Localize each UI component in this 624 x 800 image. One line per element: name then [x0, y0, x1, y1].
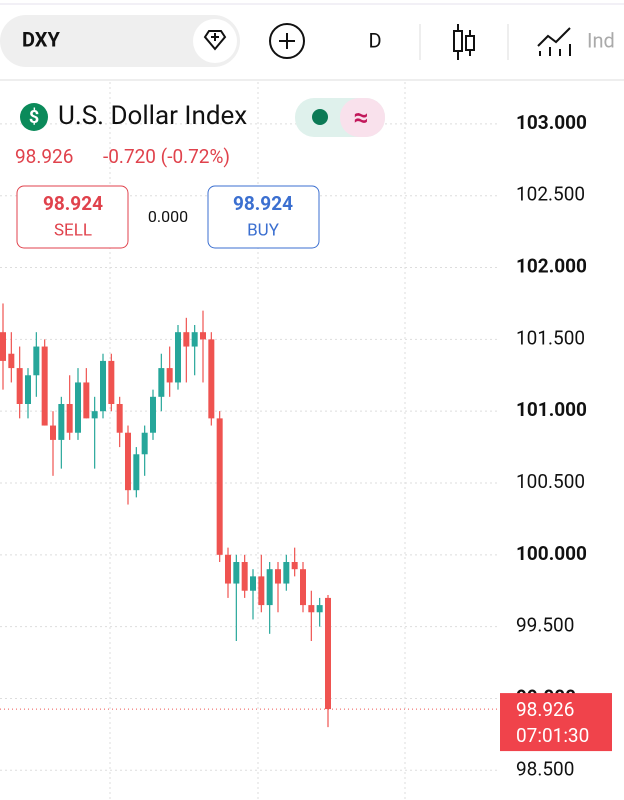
- y-tick-label: 101.000: [516, 398, 587, 421]
- price-badge: [500, 693, 612, 752]
- candle-body: [50, 425, 56, 440]
- interval[interactable]: D: [368, 28, 381, 52]
- y-tick-label: 102.000: [516, 255, 587, 278]
- candle-body: [250, 576, 256, 591]
- candle-body: [291, 562, 298, 570]
- candle-body: [91, 411, 98, 419]
- candle-body: [325, 597, 331, 710]
- candle-body: [100, 360, 106, 412]
- alert-icon: [203, 30, 227, 51]
- price-badge-value: 98.926: [516, 698, 574, 721]
- candle-body: [158, 368, 165, 397]
- sell-label: SELL: [54, 220, 92, 240]
- sell-button[interactable]: [16, 185, 129, 249]
- y-tick-label: 100.000: [516, 542, 587, 565]
- sell-price: 98.924: [43, 192, 103, 215]
- candle-body: [266, 569, 273, 606]
- candle-icon-body: [453, 30, 463, 52]
- currency-icon-glyph: $: [29, 107, 39, 128]
- candle-body: [16, 368, 23, 404]
- y-tick-label: 99.500: [516, 614, 574, 637]
- candle-body: [208, 339, 215, 419]
- candle-body: [58, 404, 65, 440]
- indicator-icon[interactable]: [537, 27, 571, 56]
- candle-body: [300, 569, 306, 606]
- spread: 0.000: [148, 207, 188, 226]
- candle-body: [133, 454, 140, 491]
- candle-body: [308, 605, 315, 613]
- candle-body: [316, 605, 323, 613]
- candle-body: [141, 432, 148, 455]
- status-pill-right: [340, 98, 385, 137]
- candle-body: [183, 332, 190, 347]
- candle-body: [83, 382, 90, 419]
- market-open-dot: [312, 109, 328, 125]
- buy-button[interactable]: [207, 185, 320, 249]
- delayed-icon: ≈: [353, 103, 368, 133]
- price-change: -0.720 (-0.72%): [103, 145, 230, 168]
- candle-body: [8, 353, 15, 369]
- candle-body: [66, 404, 73, 433]
- candle-body: [108, 360, 115, 404]
- y-tick-label: 101.500: [516, 326, 585, 349]
- candle-body: [200, 332, 206, 340]
- y-tick-label: 100.500: [516, 470, 585, 493]
- add-icon: [279, 33, 295, 49]
- y-tick-label: 98.500: [516, 757, 574, 780]
- candle-body: [175, 332, 181, 383]
- symbol[interactable]: DXY: [22, 27, 60, 51]
- candle-body: [275, 569, 281, 584]
- y-tick-label: 102.500: [516, 183, 585, 206]
- candle-body: [116, 404, 123, 433]
- candle-body: [241, 562, 248, 591]
- chart-area: 98.50099.00099.500100.000100.500101.0001…: [0, 82, 612, 800]
- candle-body: [216, 418, 223, 555]
- candle-body: [258, 576, 265, 606]
- price-badge-countdown: 07:01:30: [516, 724, 589, 747]
- candle-body: [191, 332, 198, 347]
- candle-body: [33, 346, 40, 376]
- candle-icon-body: [465, 35, 475, 51]
- candle-body: [166, 368, 173, 383]
- last-price: 98.926: [15, 145, 73, 168]
- candle-body: [25, 375, 31, 404]
- indicators[interactable]: Ind: [587, 28, 615, 52]
- add-button[interactable]: [269, 23, 305, 59]
- search-pill[interactable]: [0, 15, 240, 67]
- buy-price: 98.924: [233, 192, 293, 215]
- candle-body: [125, 432, 131, 491]
- candle-body: [225, 554, 231, 584]
- candle-body: [41, 346, 48, 426]
- candle-body: [75, 382, 81, 433]
- candle-body: [283, 562, 290, 584]
- instrument-name: U.S. Dollar Index: [58, 101, 247, 131]
- candle-body: [150, 396, 156, 433]
- buy-label: BUY: [247, 220, 280, 240]
- candle-body: [233, 562, 240, 584]
- candle-body: [0, 332, 6, 361]
- y-tick-label: 103.000: [516, 111, 587, 134]
- currency-icon: [20, 103, 48, 131]
